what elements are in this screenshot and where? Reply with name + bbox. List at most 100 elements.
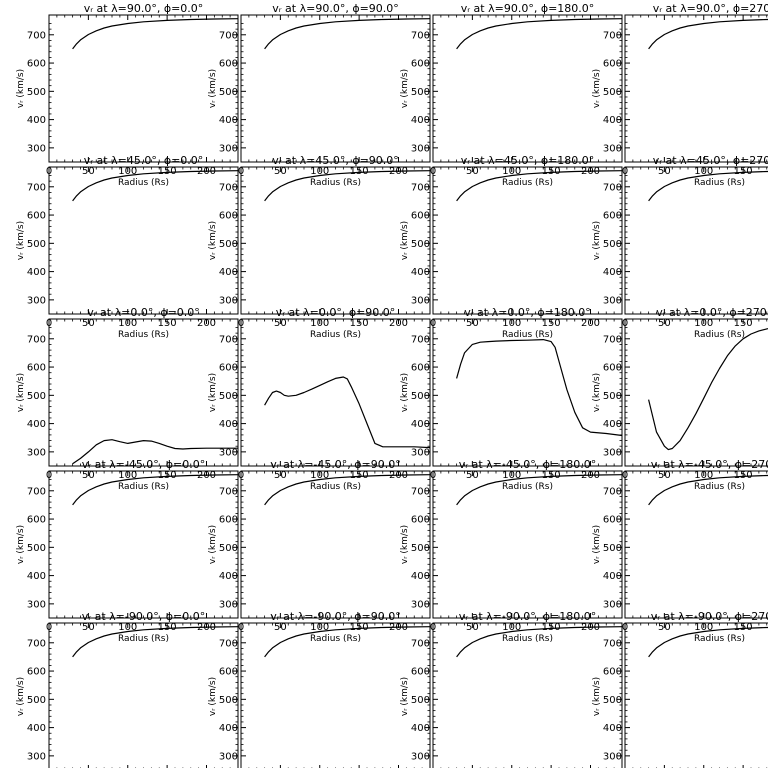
y-tick-label: 300 (27, 143, 46, 154)
panel-title: vᵣ at λ=90.0°, ϕ=180.0° (461, 2, 595, 15)
y-tick-label: 600 (27, 211, 46, 222)
plot-frame (624, 470, 768, 619)
y-tick-label: 700 (411, 638, 430, 649)
y-tick-label: 600 (603, 667, 622, 678)
y-tick-label: 600 (411, 363, 430, 374)
y-tick-label: 300 (411, 599, 430, 610)
y-tick-label: 600 (219, 667, 238, 678)
plot-frame (624, 14, 768, 163)
y-tick-label: 500 (411, 695, 430, 706)
y-tick-label: 500 (603, 391, 622, 402)
y-axis-label: vᵣ (km/s) (208, 69, 218, 108)
y-tick-label: 700 (219, 486, 238, 497)
plot-frame (624, 622, 768, 768)
chart-panel-5: vᵣ at λ=45.0°, ϕ=0.0°0501001502003004005… (16, 154, 239, 340)
y-tick-label: 300 (219, 143, 238, 154)
series-line (72, 170, 239, 202)
chart-panel-19: vᵣ at λ=-90.0°, ϕ=180.0°0501001502003004… (400, 610, 623, 768)
y-tick-label: 700 (411, 182, 430, 193)
y-tick-label: 300 (219, 295, 238, 306)
y-axis-label: vᵣ (km/s) (400, 677, 410, 716)
panel-title: vᵣ at λ=0.0°, ϕ=90.0° (276, 306, 396, 319)
panel-title: vᵣ at λ=90.0°, ϕ=270.0° (653, 2, 768, 15)
x-axis-label: Radius (Rs) (502, 330, 553, 340)
y-tick-label: 700 (27, 638, 46, 649)
series-line (648, 474, 768, 506)
series-line (456, 170, 623, 202)
y-axis-label: vᵣ (km/s) (16, 373, 26, 412)
y-tick-label: 700 (27, 486, 46, 497)
y-tick-label: 600 (219, 515, 238, 526)
series-line (264, 376, 431, 449)
y-tick-label: 400 (219, 267, 238, 278)
x-axis-label: Radius (Rs) (118, 482, 169, 492)
y-axis-label: vᵣ (km/s) (592, 221, 602, 260)
y-tick-label: 600 (603, 211, 622, 222)
y-tick-label: 400 (603, 571, 622, 582)
y-tick-label: 500 (27, 239, 46, 250)
panel-title: vᵣ at λ=45.0°, ϕ=180.0° (461, 154, 595, 167)
y-tick-label: 300 (603, 295, 622, 306)
y-tick-label: 700 (603, 486, 622, 497)
panel-title: vᵣ at λ=-90.0°, ϕ=90.0° (270, 610, 401, 623)
y-tick-label: 500 (411, 543, 430, 554)
y-tick-label: 300 (27, 295, 46, 306)
y-tick-label: 500 (27, 695, 46, 706)
y-axis-label: vᵣ (km/s) (592, 373, 602, 412)
panel-title: vᵣ at λ=45.0°, ϕ=0.0° (84, 154, 204, 167)
y-tick-label: 600 (27, 363, 46, 374)
panel-title: vᵣ at λ=45.0°, ϕ=90.0° (272, 154, 399, 167)
y-tick-label: 500 (219, 695, 238, 706)
panel-title: vᵣ at λ=90.0°, ϕ=90.0° (272, 2, 399, 15)
chart-panel-20: vᵣ at λ=-90.0°, ϕ=270.0°0501001502003004… (592, 610, 768, 768)
x-axis-label: Radius (Rs) (502, 634, 553, 644)
series-line (72, 474, 239, 506)
x-axis-label: Radius (Rs) (694, 330, 745, 340)
y-axis-label: vᵣ (km/s) (16, 69, 26, 108)
y-axis-label: vᵣ (km/s) (208, 677, 218, 716)
panel-title: vᵣ at λ=0.0°, ϕ=180.0° (464, 306, 591, 319)
panel-title: vᵣ at λ=-45.0°, ϕ=0.0° (82, 458, 206, 471)
y-tick-label: 400 (27, 419, 46, 430)
panel-title: vᵣ at λ=-90.0°, ϕ=180.0° (459, 610, 597, 623)
y-tick-label: 700 (603, 182, 622, 193)
y-tick-label: 300 (603, 447, 622, 458)
panel-title: vᵣ at λ=-90.0°, ϕ=0.0° (82, 610, 206, 623)
y-tick-label: 600 (411, 667, 430, 678)
panel-title: vᵣ at λ=-45.0°, ϕ=90.0° (270, 458, 401, 471)
chart-panel-4: vᵣ at λ=90.0°, ϕ=270.0°05010015020030040… (592, 2, 768, 188)
y-axis-label: vᵣ (km/s) (592, 677, 602, 716)
y-tick-label: 700 (27, 30, 46, 41)
y-tick-label: 500 (411, 87, 430, 98)
y-tick-label: 300 (411, 751, 430, 762)
y-tick-label: 400 (27, 723, 46, 734)
y-axis-label: vᵣ (km/s) (16, 525, 26, 564)
x-axis-label: Radius (Rs) (118, 330, 169, 340)
series-line (72, 18, 239, 50)
y-tick-label: 300 (27, 447, 46, 458)
y-tick-label: 700 (411, 334, 430, 345)
y-tick-label: 700 (411, 486, 430, 497)
y-tick-label: 300 (219, 447, 238, 458)
y-tick-label: 600 (27, 59, 46, 70)
y-tick-label: 500 (411, 239, 430, 250)
y-tick-label: 600 (603, 363, 622, 374)
y-tick-label: 500 (411, 391, 430, 402)
x-axis-label: Radius (Rs) (310, 482, 361, 492)
y-tick-label: 700 (27, 334, 46, 345)
y-axis-label: vᵣ (km/s) (592, 525, 602, 564)
series-line (72, 439, 238, 465)
y-tick-label: 300 (411, 295, 430, 306)
y-tick-label: 700 (219, 182, 238, 193)
x-axis-label: Radius (Rs) (118, 634, 169, 644)
y-tick-label: 600 (219, 363, 238, 374)
y-tick-label: 400 (411, 571, 430, 582)
panel-title: vᵣ at λ=45.0°, ϕ=270.0° (653, 154, 768, 167)
y-tick-label: 400 (411, 267, 430, 278)
y-tick-label: 500 (27, 543, 46, 554)
y-tick-label: 400 (27, 267, 46, 278)
series-line (264, 170, 431, 202)
y-tick-label: 300 (411, 447, 430, 458)
y-tick-label: 600 (219, 59, 238, 70)
